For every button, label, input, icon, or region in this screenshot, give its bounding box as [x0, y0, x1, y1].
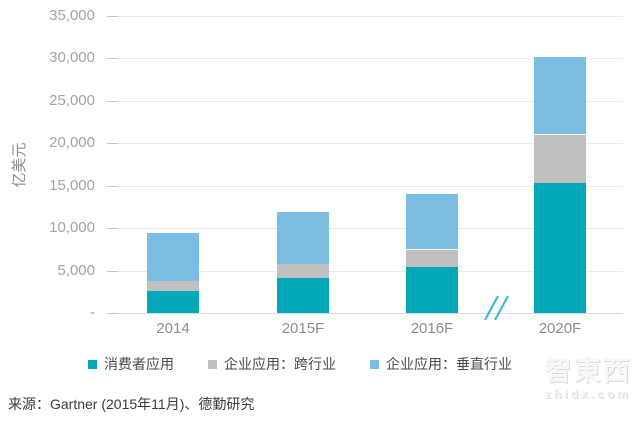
y-axis-tick: [107, 313, 118, 314]
bar-segment-2016F: [406, 193, 458, 250]
y-axis-tick: [107, 143, 118, 144]
bar-segment-2016F: [406, 249, 458, 267]
legend-item: 企业应用：跨行业: [208, 354, 336, 374]
gridline: [110, 15, 623, 17]
bar-segment-2020F: [534, 182, 586, 313]
y-axis-label: 10,000: [49, 219, 95, 236]
y-axis-label: 30,000: [49, 49, 95, 66]
legend-label: 企业应用：跨行业: [224, 356, 336, 372]
gridline: [110, 270, 623, 272]
y-axis-label: -: [90, 304, 95, 321]
y-axis-tick: [107, 15, 118, 17]
x-axis-label: 2020F: [538, 320, 582, 337]
legend-label: 企业应用：垂直行业: [386, 356, 512, 372]
y-axis-tick: [107, 270, 118, 272]
y-axis-label: 25,000: [49, 91, 95, 109]
watermark-logo: 智東西 zhidx.com: [536, 356, 640, 401]
axis-break-icon: [484, 295, 509, 321]
legend-swatch-icon: [208, 359, 217, 369]
gridline: [110, 58, 623, 59]
bar-segment-2015F: [277, 277, 329, 313]
y-axis-tick: [107, 58, 118, 59]
legend-item: 企业应用：垂直行业: [370, 354, 512, 374]
legend-swatch-icon: [88, 359, 97, 369]
bar-segment-2014: [147, 291, 199, 313]
bar-segment-2015F: [277, 212, 329, 265]
gridline: [110, 100, 623, 102]
gridline: [110, 228, 623, 229]
gridline: [110, 143, 623, 144]
watermark-text: 智東西: [544, 356, 632, 386]
bar-segment-2015F: [277, 264, 329, 278]
x-axis-label: 2016F: [410, 320, 454, 337]
x-axis-label: 2015F: [281, 320, 325, 337]
legend: 消费者应用 企业应用：跨行业 企业应用：垂直行业: [88, 354, 512, 374]
bar-segment-2014: [147, 233, 199, 282]
x-axis-line: [110, 313, 623, 314]
source-note: 来源：Gartner (2015年11月)、德勤研究: [8, 396, 255, 412]
y-axis-label: 35,000: [49, 6, 95, 24]
y-axis-tick: [107, 185, 118, 187]
y-axis-label: 20,000: [49, 134, 95, 151]
legend-item: 消费者应用: [88, 354, 174, 374]
watermark-url: zhidx.com: [545, 387, 631, 401]
legend-label: 消费者应用: [104, 356, 174, 372]
y-axis-label: 5,000: [57, 261, 95, 279]
y-axis-label: 15,000: [49, 176, 95, 194]
y-axis-tick: [107, 100, 118, 102]
bar-segment-2016F: [406, 266, 458, 313]
gridline: [110, 185, 623, 187]
bar-segment-2020F: [534, 57, 586, 135]
legend-swatch-icon: [370, 359, 379, 369]
bar-segment-2014: [147, 281, 199, 292]
y-axis-tick: [107, 228, 118, 229]
y-axis-title: 亿美元: [11, 142, 28, 188]
bar-segment-2020F: [534, 134, 586, 183]
x-axis-label: 2014: [156, 320, 190, 337]
